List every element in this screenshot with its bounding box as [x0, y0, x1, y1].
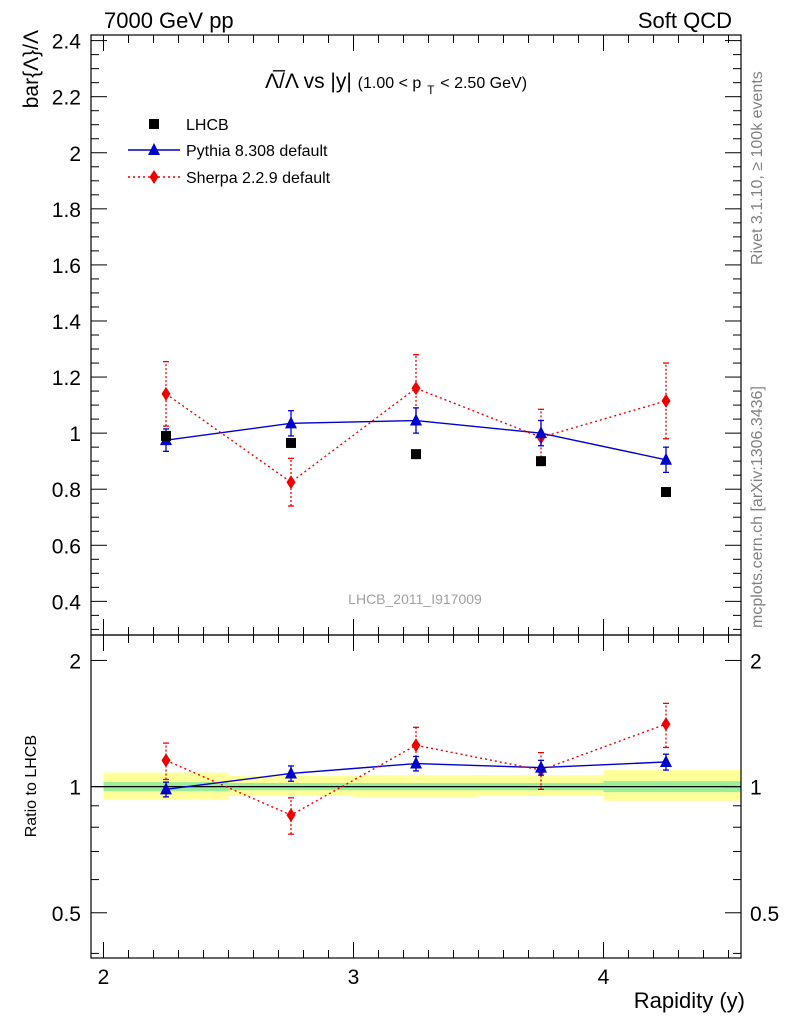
header-right: Soft QCD — [638, 8, 732, 33]
lhcb-point-3 — [536, 456, 546, 467]
plot-title: Λ̅/Λ vs |y| (1.00 < p T < 2.50 GeV) — [265, 70, 527, 99]
ratio-y-tick-label-right-0: 0.5 — [750, 903, 779, 926]
y-tick-label-2: 0.8 — [52, 479, 81, 502]
ratio-sherpa-point-2 — [411, 738, 421, 753]
ratio-y-tick-label-left-1: 1 — [69, 777, 81, 800]
y-tick-label-4: 1.2 — [52, 367, 81, 390]
lhcb-point-2 — [411, 449, 421, 460]
title-end: < 2.50 GeV) — [440, 75, 527, 92]
legend-lhcb-marker — [149, 119, 159, 129]
ratio-sherpa-line — [165, 723, 667, 816]
title-sub: T — [427, 83, 435, 97]
y-tick-label-5: 1.4 — [52, 311, 82, 334]
watermark: LHCB_2011_I917009 — [348, 591, 482, 607]
title-range: (1.00 < p — [358, 75, 422, 92]
y-tick-label-9: 2.2 — [52, 87, 81, 110]
y-tick-label-0: 0.4 — [52, 591, 82, 614]
y-tick-label-10: 2.4 — [52, 31, 82, 54]
title-main: Λ̅/Λ vs |y| — [265, 70, 352, 93]
lhcb-point-0 — [161, 430, 171, 441]
rivet-label: Rivet 3.1.10, ≥ 100k events — [749, 71, 766, 265]
y-tick-label-7: 1.8 — [52, 199, 81, 222]
legend-label-2: Sherpa 2.2.9 default — [186, 170, 331, 187]
sherpa-point-2 — [411, 381, 421, 396]
ratio-pythia-point-3 — [535, 760, 547, 773]
ratio-y-tick-label-left-2: 2 — [69, 650, 81, 673]
header-left: 7000 GeV pp — [104, 8, 234, 33]
x-tick-label-1: 3 — [348, 966, 360, 989]
ratio-sherpa-point-0 — [161, 753, 171, 768]
x-axis-label: Rapidity (y) — [634, 988, 745, 1013]
sherpa-point-0 — [161, 386, 171, 401]
pythia-point-4 — [660, 452, 672, 465]
ratio-y-tick-label-right-2: 2 — [750, 650, 762, 673]
ratio-sherpa-point-4 — [661, 717, 671, 732]
ratio-plot-frame — [90, 634, 742, 959]
y-tick-label-1: 0.6 — [52, 535, 81, 558]
y-tick-label-8: 2 — [69, 143, 81, 166]
lhcb-point-4 — [661, 487, 671, 498]
ratio-y-axis-label: Ratio to LHCB — [23, 735, 40, 837]
mcplots-label: mcplots.cern.ch [arXiv:1306.3436] — [749, 386, 766, 628]
legend-label-1: Pythia 8.308 default — [186, 143, 328, 160]
ratio-y-tick-label-right-1: 1 — [750, 777, 762, 800]
plot-layer: 2 3 4 0.4 0.6 0.8 1 1.2 1.4 1.6 1.8 2 2.2 2.4 0.5 0.5 1 1… — [52, 31, 779, 989]
legend-label-0: LHCB — [186, 117, 229, 134]
lhcb-point-1 — [286, 437, 296, 448]
ratio-y-tick-label-left-0: 0.5 — [52, 903, 81, 926]
sherpa-point-4 — [661, 393, 671, 408]
pythia-point-3 — [535, 426, 547, 439]
ratio-pythia-point-1 — [285, 766, 297, 779]
y-tick-label-6: 1.6 — [52, 255, 81, 278]
ratio-pythia-point-0 — [160, 782, 172, 795]
ratio-sherpa-point-1 — [286, 808, 296, 823]
ratio-pythia-point-2 — [410, 756, 422, 769]
x-tick-label-2: 4 — [598, 966, 610, 989]
legend-sherpa-marker — [149, 170, 159, 184]
sherpa-line — [165, 387, 667, 484]
x-tick-label-0: 2 — [98, 966, 110, 989]
pythia-point-2 — [410, 413, 422, 426]
pythia-point-1 — [285, 416, 297, 429]
ratio-pythia-point-4 — [660, 754, 672, 767]
y-tick-label-3: 1 — [69, 423, 81, 446]
sherpa-point-1 — [286, 475, 296, 490]
legend-pythia-marker — [148, 143, 160, 155]
y-axis-label: bar{Λ}/Λ — [20, 30, 43, 108]
